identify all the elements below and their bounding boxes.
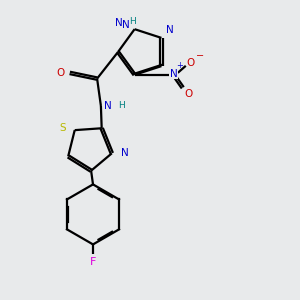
Text: O: O xyxy=(185,89,193,99)
Text: +: + xyxy=(176,61,183,70)
Text: N: N xyxy=(170,69,178,79)
Text: H: H xyxy=(118,101,124,110)
Text: F: F xyxy=(90,257,96,267)
Text: O: O xyxy=(56,68,65,78)
Text: O: O xyxy=(187,58,195,68)
Text: −: − xyxy=(196,51,204,61)
Text: N: N xyxy=(115,18,123,28)
Text: N: N xyxy=(167,25,174,35)
Text: N: N xyxy=(104,101,112,111)
Text: N: N xyxy=(121,148,129,158)
Text: N: N xyxy=(122,20,130,30)
Text: N: N xyxy=(122,20,130,30)
Text: H: H xyxy=(130,17,136,26)
Text: S: S xyxy=(59,123,66,133)
